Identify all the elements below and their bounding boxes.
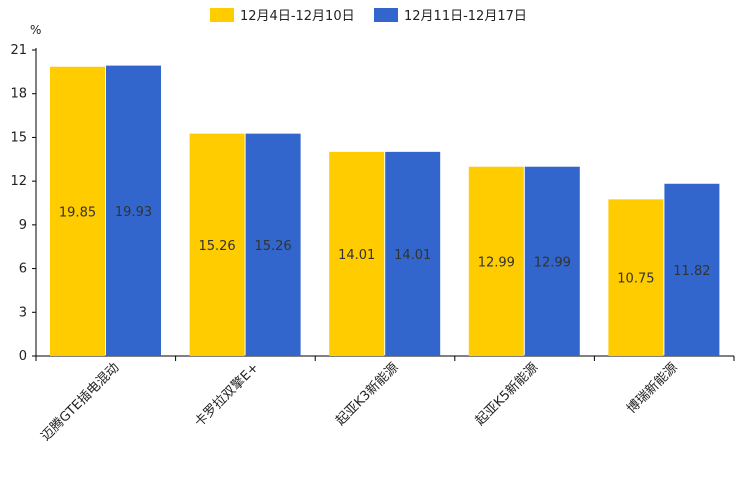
bar-series-1-4 xyxy=(608,199,664,356)
bar-series-1-2 xyxy=(329,151,385,356)
data-label: 19.85 xyxy=(59,205,96,220)
y-tick-label: 12 xyxy=(10,174,27,189)
y-tick-label: 9 xyxy=(19,218,27,233)
y-tick-label: 3 xyxy=(19,305,27,320)
x-tick-labels: 迈腾GTE插电混动 卡罗拉双擎E+ 起亚K3新能源 起亚K5新能源 博瑞新能源 xyxy=(38,360,681,445)
x-tick-label: 卡罗拉双擎E+ xyxy=(192,360,262,430)
legend-swatch-series-2 xyxy=(374,8,398,22)
data-label: 15.26 xyxy=(198,239,235,254)
bar-series-1-0 xyxy=(50,66,105,356)
y-tick-label: 0 xyxy=(19,349,27,364)
y-tick-label: 18 xyxy=(10,87,27,102)
y-tick-label: 21 xyxy=(10,43,27,58)
bars xyxy=(50,65,720,356)
legend-swatch-series-1 xyxy=(210,8,234,22)
y-tick-label: 15 xyxy=(10,130,27,145)
data-label: 14.01 xyxy=(394,248,431,263)
x-tick-label: 起亚K5新能源 xyxy=(472,360,541,429)
bar-series-1-3 xyxy=(468,166,524,356)
bar-series-2-2 xyxy=(385,151,441,356)
data-label: 12.99 xyxy=(478,255,515,270)
x-tick-label: 博瑞新能源 xyxy=(624,360,681,417)
legend-label-series-2: 12月11日-12月17日 xyxy=(404,9,527,24)
bar-series-2-0 xyxy=(106,65,161,356)
bar-series-1-1 xyxy=(189,133,245,356)
data-label: 14.01 xyxy=(338,248,375,263)
value-labels: 19.85 19.93 15.26 15.26 14.01 14.01 12.99 12.99… xyxy=(59,205,711,287)
x-tick-label: 起亚K3新能源 xyxy=(332,360,401,429)
data-label: 19.93 xyxy=(115,205,152,220)
bar-series-2-4 xyxy=(664,183,720,356)
data-label: 11.82 xyxy=(673,264,710,279)
bar-series-2-1 xyxy=(245,133,301,356)
x-tick-label: 迈腾GTE插电混动 xyxy=(38,360,123,445)
y-tick-label: 6 xyxy=(19,262,27,277)
data-label: 10.75 xyxy=(617,272,654,287)
legend-label-series-1: 12月4日-12月10日 xyxy=(240,9,355,24)
bar-series-2-3 xyxy=(524,166,580,356)
y-axis-unit-label: % xyxy=(30,23,41,37)
legend: 12月4日-12月10日 12月11日-12月17日 xyxy=(210,8,527,24)
data-label: 15.26 xyxy=(254,239,291,254)
data-label: 12.99 xyxy=(534,255,571,270)
